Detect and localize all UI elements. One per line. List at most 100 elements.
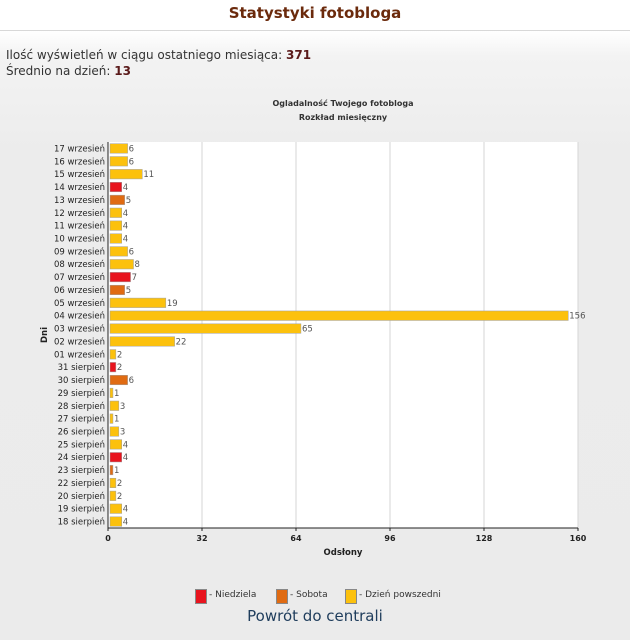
- legend-label-saturday: - Sobota: [290, 590, 328, 600]
- bar-19: [109, 387, 114, 398]
- value-label: 6: [129, 247, 134, 257]
- bar-0: [109, 143, 128, 154]
- value-label: 4: [123, 453, 128, 463]
- x-tick-label: 96: [384, 534, 396, 543]
- value-label: 7: [132, 273, 137, 283]
- bar-25: [109, 465, 114, 476]
- page-header: Statystyki fotobloga: [0, 0, 630, 31]
- value-label: 2: [117, 492, 122, 502]
- bar-17: [109, 362, 117, 373]
- legend-swatch-saturday: [276, 589, 288, 604]
- x-tick-label: 128: [476, 534, 493, 543]
- value-label: 8: [135, 260, 140, 270]
- category-label: 07 wrzesień: [54, 273, 105, 283]
- category-label: 17 wrzesień: [54, 144, 105, 154]
- bar-3: [109, 182, 122, 193]
- chart-subtitle: Rozkład miesięczny: [299, 113, 388, 122]
- bar-26: [109, 477, 117, 488]
- value-label: 4: [123, 518, 128, 528]
- category-label: 29 sierpień: [58, 389, 105, 399]
- category-label: 27 sierpień: [58, 415, 105, 425]
- month-views-value: 371: [286, 48, 312, 62]
- back-to-central-link[interactable]: Powrót do centrali: [247, 607, 383, 625]
- month-views-stat: Ilość wyświetleń w ciągu ostatniego mies…: [6, 48, 311, 62]
- value-label: 6: [129, 376, 134, 386]
- y-axis-label: Dni: [40, 327, 50, 343]
- month-views-label: Ilość wyświetleń w ciągu ostatniego mies…: [6, 48, 283, 62]
- x-tick-label: 64: [290, 534, 302, 543]
- bar-28: [109, 503, 122, 514]
- bar-6: [109, 220, 122, 231]
- daily-average-label: Średnio na dzień:: [6, 64, 111, 78]
- bar-14: [109, 323, 302, 334]
- legend-label-weekday: - Dzień powszedni: [359, 590, 441, 600]
- value-label: 4: [123, 235, 128, 245]
- bar-21: [109, 413, 114, 424]
- x-axis-label: Odsłony: [324, 548, 363, 558]
- bar-23: [109, 439, 122, 450]
- chart-legend: - Niedziela - Sobota - Dzień powszedni: [0, 589, 630, 604]
- value-label: 22: [176, 337, 187, 347]
- bar-2: [109, 169, 143, 180]
- value-label: 156: [569, 312, 585, 322]
- bar-13: [109, 310, 569, 321]
- category-label: 24 sierpień: [58, 453, 105, 463]
- value-label: 3: [120, 402, 125, 412]
- bar-24: [109, 452, 122, 463]
- bar-15: [109, 336, 175, 347]
- bar-18: [109, 375, 128, 386]
- category-label: 25 sierpień: [58, 440, 105, 450]
- category-label: 04 wrzesień: [54, 312, 105, 322]
- bar-16: [109, 349, 117, 360]
- value-label: 4: [123, 505, 128, 515]
- bar-22: [109, 426, 120, 437]
- x-tick-label: 0: [105, 534, 111, 543]
- plot-area: [108, 142, 578, 528]
- bar-8: [109, 246, 128, 257]
- value-label: 1: [114, 466, 119, 476]
- bar-12: [109, 297, 167, 308]
- bar-29: [109, 516, 122, 527]
- value-label: 1: [114, 389, 119, 399]
- category-label: 14 wrzesień: [54, 183, 105, 193]
- category-label: 02 wrzesień: [54, 337, 105, 347]
- category-label: 12 wrzesień: [54, 209, 105, 219]
- category-label: 28 sierpień: [58, 402, 105, 412]
- value-label: 4: [123, 440, 128, 450]
- category-label: 30 sierpień: [58, 376, 105, 386]
- category-label: 11 wrzesień: [54, 222, 105, 232]
- value-label: 3: [120, 428, 125, 438]
- category-label: 23 sierpień: [58, 466, 105, 476]
- bar-1: [109, 156, 128, 167]
- bar-7: [109, 233, 122, 244]
- category-label: 08 wrzesień: [54, 260, 105, 270]
- daily-average-value: 13: [114, 64, 131, 78]
- bar-9: [109, 259, 134, 270]
- category-label: 20 sierpień: [58, 492, 105, 502]
- category-label: 15 wrzesień: [54, 170, 105, 180]
- value-label: 5: [126, 196, 131, 206]
- category-label: 31 sierpień: [58, 363, 105, 373]
- legend-label-sunday: - Niedziela: [209, 590, 257, 600]
- bar-11: [109, 284, 125, 295]
- bar-4: [109, 194, 125, 205]
- value-label: 6: [129, 157, 134, 167]
- value-label: 4: [123, 222, 128, 232]
- bar-20: [109, 400, 120, 411]
- value-label: 65: [302, 325, 313, 335]
- value-label: 2: [117, 350, 122, 360]
- category-label: 13 wrzesień: [54, 196, 105, 206]
- bar-5: [109, 207, 122, 218]
- value-label: 1: [114, 415, 119, 425]
- category-label: 26 sierpień: [58, 428, 105, 438]
- value-label: 19: [167, 299, 178, 309]
- value-label: 6: [129, 144, 134, 154]
- value-label: 2: [117, 363, 122, 373]
- category-label: 03 wrzesień: [54, 325, 105, 335]
- category-label: 19 sierpień: [58, 505, 105, 515]
- legend-swatch-weekday: [345, 589, 357, 604]
- legend-swatch-sunday: [195, 589, 207, 604]
- bar-27: [109, 490, 117, 501]
- category-label: 10 wrzesień: [54, 235, 105, 245]
